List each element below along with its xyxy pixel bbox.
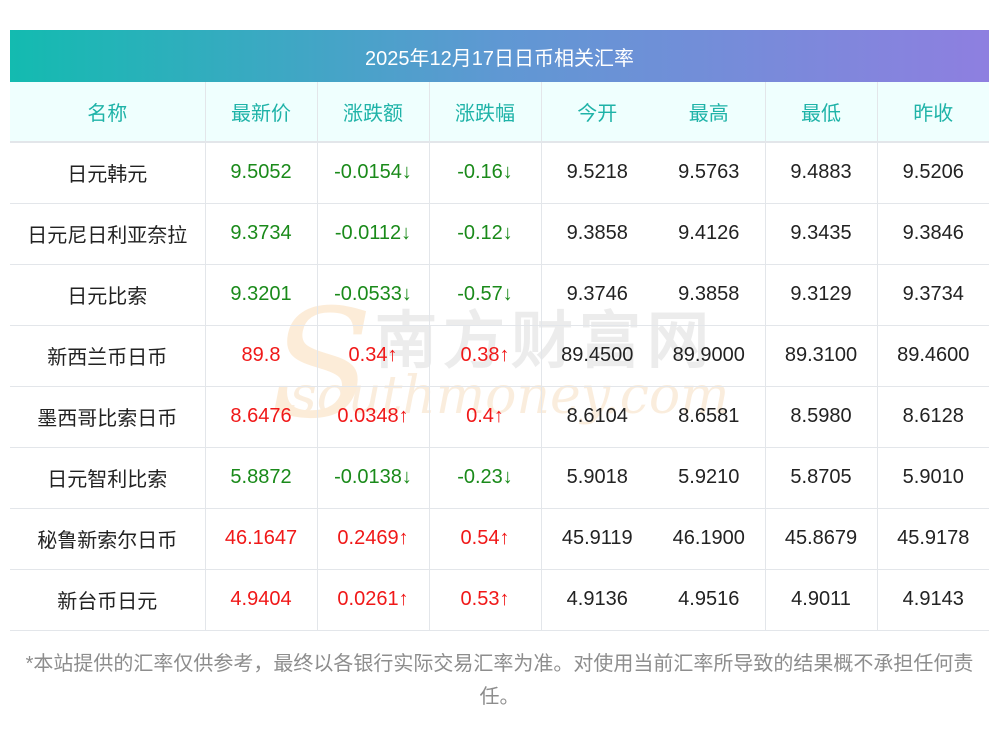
open-price: 89.4500 — [540, 325, 653, 387]
latest-price: 9.3201 — [204, 264, 317, 326]
header-prev-close: 昨收 — [876, 82, 989, 143]
change-amount: 0.0348↑ — [316, 386, 429, 448]
table-header-row: 名称 最新价 涨跌额 涨跌幅 今开 最高 最低 昨收 — [10, 82, 989, 143]
table-row: 日元韩元 9.5052 -0.0154↓ -0.16↓ 9.5218 9.5763 9.48… — [10, 142, 989, 204]
change-amount: -0.0533↓ — [316, 264, 429, 326]
header-high: 最高 — [653, 82, 765, 143]
change-percent: -0.57↓ — [428, 264, 541, 326]
change-percent: 0.53↑ — [428, 569, 541, 631]
low-price: 89.3100 — [764, 325, 877, 387]
header-change: 涨跌额 — [316, 82, 429, 143]
change-percent: -0.23↓ — [428, 447, 541, 509]
change-amount: 0.2469↑ — [316, 508, 429, 570]
open-price: 45.9119 — [540, 508, 653, 570]
change-percent: 0.54↑ — [428, 508, 541, 570]
low-price: 9.4883 — [764, 142, 877, 204]
prev-close: 45.9178 — [876, 508, 989, 570]
high-price: 89.9000 — [653, 325, 765, 387]
change-percent: -0.16↓ — [428, 142, 541, 204]
prev-close: 5.9010 — [876, 447, 989, 509]
table-row: 日元智利比索 5.8872 -0.0138↓ -0.23↓ 5.9018 5.9210 5.… — [10, 447, 989, 509]
change-amount: -0.0112↓ — [316, 203, 429, 265]
latest-price: 9.5052 — [204, 142, 317, 204]
header-name: 名称 — [10, 82, 205, 143]
open-price: 4.9136 — [540, 569, 653, 631]
change-percent: 0.38↑ — [428, 325, 541, 387]
currency-pair-name: 墨西哥比索日币 — [10, 386, 205, 448]
latest-price: 5.8872 — [204, 447, 317, 509]
low-price: 9.3435 — [764, 203, 877, 265]
open-price: 8.6104 — [540, 386, 653, 448]
currency-pair-name: 日元智利比索 — [10, 447, 205, 509]
change-amount: 0.34↑ — [316, 325, 429, 387]
latest-price: 4.9404 — [204, 569, 317, 631]
high-price: 9.4126 — [653, 203, 765, 265]
currency-pair-name: 日元尼日利亚奈拉 — [10, 203, 205, 265]
prev-close: 4.9143 — [876, 569, 989, 631]
table-row: 墨西哥比索日币 8.6476 0.0348↑ 0.4↑ 8.6104 8.6581 8.59… — [10, 386, 989, 448]
high-price: 9.3858 — [653, 264, 765, 326]
open-price: 9.5218 — [540, 142, 653, 204]
header-change-pct: 涨跌幅 — [428, 82, 541, 143]
low-price: 4.9011 — [764, 569, 877, 631]
low-price: 45.8679 — [764, 508, 877, 570]
change-percent: 0.4↑ — [428, 386, 541, 448]
exchange-rate-table: 名称 最新价 涨跌额 涨跌幅 今开 最高 最低 昨收 日元韩元 9.5052 -0.… — [10, 82, 989, 631]
open-price: 9.3858 — [540, 203, 653, 265]
low-price: 8.5980 — [764, 386, 877, 448]
header-low: 最低 — [764, 82, 877, 143]
latest-price: 9.3734 — [204, 203, 317, 265]
table-title: 2025年12月17日日币相关汇率 — [10, 30, 989, 82]
low-price: 9.3129 — [764, 264, 877, 326]
low-price: 5.8705 — [764, 447, 877, 509]
table-row: 新西兰币日币 89.8 0.34↑ 0.38↑ 89.4500 89.9000 89.310… — [10, 325, 989, 387]
latest-price: 89.8 — [204, 325, 317, 387]
currency-pair-name: 日元韩元 — [10, 142, 205, 204]
prev-close: 8.6128 — [876, 386, 989, 448]
table-row: 日元比索 9.3201 -0.0533↓ -0.57↓ 9.3746 9.3858 9.31… — [10, 264, 989, 326]
change-percent: -0.12↓ — [428, 203, 541, 265]
prev-close: 89.4600 — [876, 325, 989, 387]
table-row: 秘鲁新索尔日币 46.1647 0.2469↑ 0.54↑ 45.9119 46.1900… — [10, 508, 989, 570]
table-row: 新台币日元 4.9404 0.0261↑ 0.53↑ 4.9136 4.9516 4.901… — [10, 569, 989, 631]
prev-close: 9.3846 — [876, 203, 989, 265]
prev-close: 9.5206 — [876, 142, 989, 204]
currency-pair-name: 新台币日元 — [10, 569, 205, 631]
latest-price: 8.6476 — [204, 386, 317, 448]
high-price: 8.6581 — [653, 386, 765, 448]
change-amount: -0.0154↓ — [316, 142, 429, 204]
open-price: 9.3746 — [540, 264, 653, 326]
header-open: 今开 — [540, 82, 653, 143]
high-price: 9.5763 — [653, 142, 765, 204]
latest-price: 46.1647 — [204, 508, 317, 570]
disclaimer-note: *本站提供的汇率仅供参考，最终以各银行实际交易汇率为准。对使用当前汇率所导致的结… — [25, 653, 974, 708]
high-price: 5.9210 — [653, 447, 765, 509]
high-price: 46.1900 — [653, 508, 765, 570]
change-amount: -0.0138↓ — [316, 447, 429, 509]
header-price: 最新价 — [204, 82, 317, 143]
table-row: 日元尼日利亚奈拉 9.3734 -0.0112↓ -0.12↓ 9.3858 9.4126… — [10, 203, 989, 265]
high-price: 4.9516 — [653, 569, 765, 631]
prev-close: 9.3734 — [876, 264, 989, 326]
currency-pair-name: 日元比索 — [10, 264, 205, 326]
change-amount: 0.0261↑ — [316, 569, 429, 631]
currency-pair-name: 新西兰币日币 — [10, 325, 205, 387]
currency-pair-name: 秘鲁新索尔日币 — [10, 508, 205, 570]
open-price: 5.9018 — [540, 447, 653, 509]
